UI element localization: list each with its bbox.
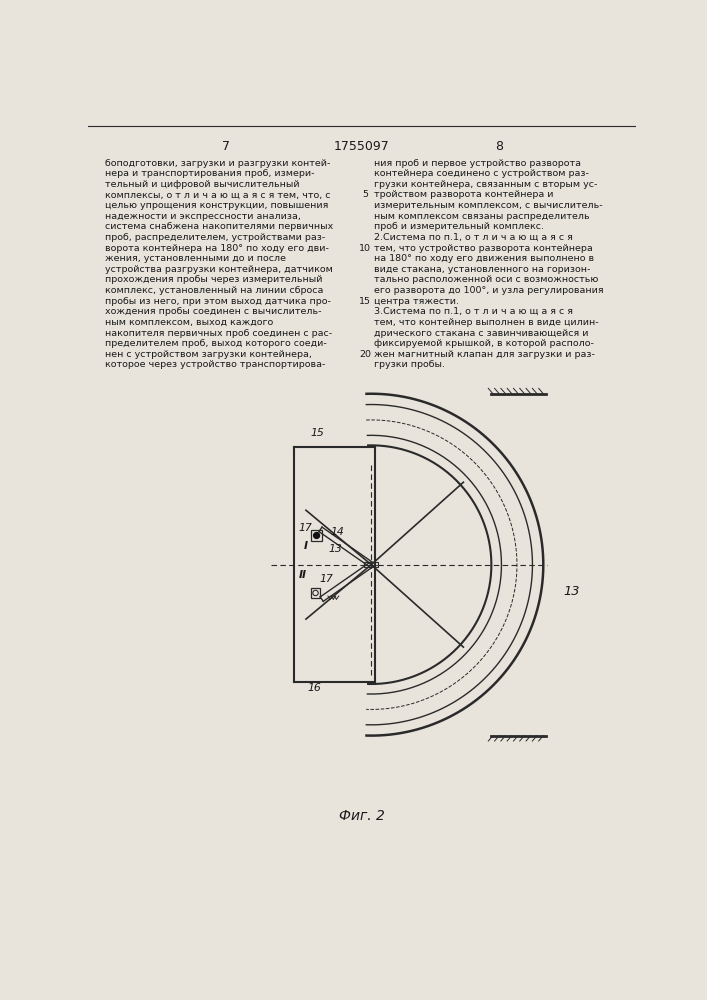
Bar <box>311 530 322 541</box>
Text: нен с устройством загрузки контейнера,: нен с устройством загрузки контейнера, <box>105 350 312 359</box>
Text: виде стакана, установленного на горизон-: виде стакана, установленного на горизон- <box>373 265 590 274</box>
Text: пробы из него, при этом выход датчика про-: пробы из него, при этом выход датчика пр… <box>105 297 332 306</box>
Text: прохождения пробы через измерительный: прохождения пробы через измерительный <box>105 275 323 284</box>
Text: хождения пробы соединен с вычислитель-: хождения пробы соединен с вычислитель- <box>105 307 322 316</box>
Text: 8: 8 <box>495 140 503 153</box>
Text: грузки контейнера, связанным с вторым ус-: грузки контейнера, связанным с вторым ус… <box>373 180 597 189</box>
Text: 13: 13 <box>563 585 580 598</box>
Text: центра тяжести.: центра тяжести. <box>373 297 459 306</box>
Text: II: II <box>298 570 306 580</box>
Text: 2.Система по п.1, о т л и ч а ю щ а я с я: 2.Система по п.1, о т л и ч а ю щ а я с … <box>373 233 573 242</box>
Text: проб, распределителем, устройствами раз-: проб, распределителем, устройствами раз- <box>105 233 326 242</box>
Text: контейнера соединено с устройством раз-: контейнера соединено с устройством раз- <box>373 169 588 178</box>
Text: 14: 14 <box>331 527 345 537</box>
Text: накопителя первичных проб соединен с рас-: накопителя первичных проб соединен с рас… <box>105 329 332 338</box>
Text: 20: 20 <box>359 350 371 359</box>
Text: тально расположенной оси с возможностью: тально расположенной оси с возможностью <box>373 275 598 284</box>
Text: 7: 7 <box>221 140 230 153</box>
Text: тройством разворота контейнера и: тройством разворота контейнера и <box>373 190 553 199</box>
Text: 17: 17 <box>320 574 333 584</box>
Text: его разворота до 100°, и узла регулирования: его разворота до 100°, и узла регулирова… <box>373 286 603 295</box>
Text: проб и измерительный комплекс.: проб и измерительный комплекс. <box>373 222 544 231</box>
Text: фиксируемой крышкой, в которой располо-: фиксируемой крышкой, в которой располо- <box>373 339 593 348</box>
Circle shape <box>313 532 320 539</box>
Text: измерительным комплексом, с вычислитель-: измерительным комплексом, с вычислитель- <box>373 201 602 210</box>
Text: 13: 13 <box>329 544 342 554</box>
Text: 1755097: 1755097 <box>334 140 390 153</box>
Text: ния проб и первое устройство разворота: ния проб и первое устройство разворота <box>373 158 580 167</box>
Text: боподготовки, загрузки и разгрузки контей-: боподготовки, загрузки и разгрузки конте… <box>105 158 331 167</box>
Text: на 180° по ходу его движения выполнено в: на 180° по ходу его движения выполнено в <box>373 254 594 263</box>
Bar <box>311 588 320 598</box>
Text: пределителем проб, выход которого соеди-: пределителем проб, выход которого соеди- <box>105 339 327 348</box>
Text: 3.Система по п.1, о т л и ч а ю щ а я с я: 3.Система по п.1, о т л и ч а ю щ а я с … <box>373 307 573 316</box>
Text: 5: 5 <box>362 190 368 199</box>
Text: 10: 10 <box>359 244 371 253</box>
Text: I: I <box>303 541 308 551</box>
Text: целью упрощения конструкции, повышения: целью упрощения конструкции, повышения <box>105 201 329 210</box>
Bar <box>364 562 378 567</box>
Text: дрического стакана с завинчивающейся и: дрического стакана с завинчивающейся и <box>373 329 588 338</box>
Text: нера и транспортирования проб, измери-: нера и транспортирования проб, измери- <box>105 169 315 178</box>
Text: которое через устройство транспортирова-: которое через устройство транспортирова- <box>105 360 326 369</box>
Text: тем, что устройство разворота контейнера: тем, что устройство разворота контейнера <box>373 244 592 253</box>
Text: 17: 17 <box>299 523 312 533</box>
Text: ворота контейнера на 180° по ходу его дви-: ворота контейнера на 180° по ходу его дв… <box>105 244 329 253</box>
Text: ным комплексом, выход каждого: ным комплексом, выход каждого <box>105 318 274 327</box>
Text: 15: 15 <box>359 297 371 306</box>
Text: 15: 15 <box>311 428 325 438</box>
Text: грузки пробы.: грузки пробы. <box>373 360 445 369</box>
Text: 16: 16 <box>308 683 322 693</box>
Text: комплексы, о т л и ч а ю щ а я с я тем, что, с: комплексы, о т л и ч а ю щ а я с я тем, … <box>105 190 331 199</box>
Text: жен магнитный клапан для загрузки и раз-: жен магнитный клапан для загрузки и раз- <box>373 350 595 359</box>
Text: Фиг. 2: Фиг. 2 <box>339 809 385 823</box>
Text: система снабжена накопителями первичных: система снабжена накопителями первичных <box>105 222 334 231</box>
Text: жения, установленными до и после: жения, установленными до и после <box>105 254 286 263</box>
Text: тельный и цифровой вычислительный: тельный и цифровой вычислительный <box>105 180 300 189</box>
Text: ным комплексом связаны распределитель: ным комплексом связаны распределитель <box>373 212 589 221</box>
Text: тем, что контейнер выполнен в виде цилин-: тем, что контейнер выполнен в виде цилин… <box>373 318 598 327</box>
Text: устройства разгрузки контейнера, датчиком: устройства разгрузки контейнера, датчико… <box>105 265 333 274</box>
Text: надежности и экспрессности анализа,: надежности и экспрессности анализа, <box>105 212 301 221</box>
Text: комплекс, установленный на линии сброса: комплекс, установленный на линии сброса <box>105 286 324 295</box>
